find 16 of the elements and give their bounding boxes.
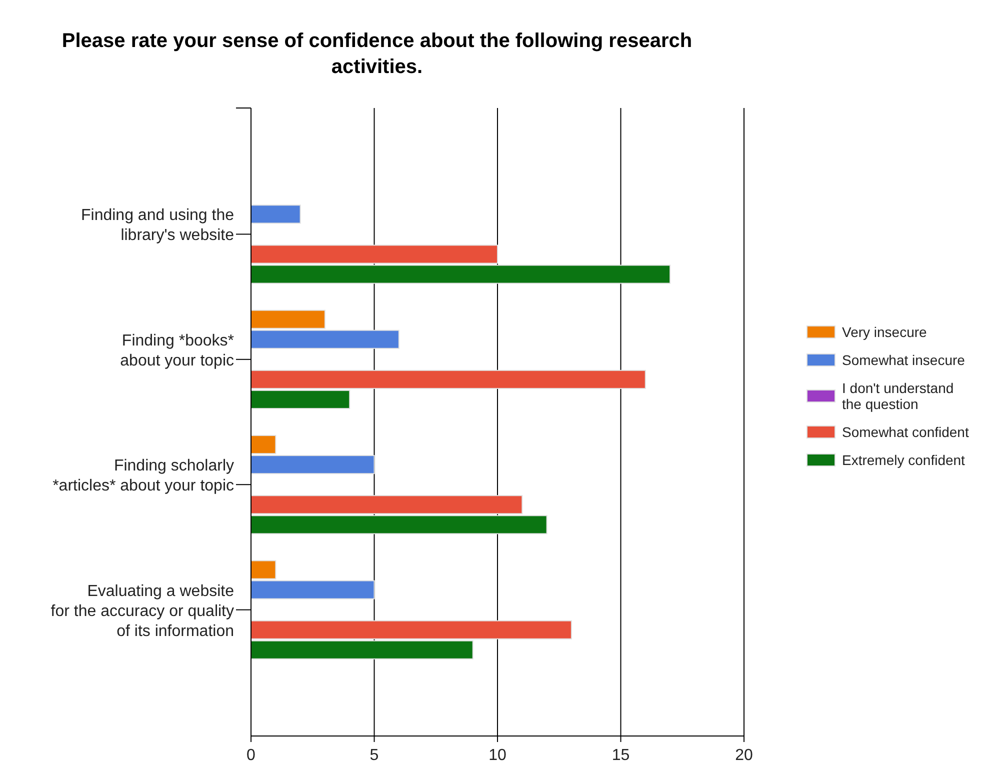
legend-label: Very insecure bbox=[842, 324, 928, 340]
legend-label: I don't understand the question bbox=[842, 380, 954, 412]
x-tick-label: 20 bbox=[735, 747, 753, 764]
y-tick-label: Evaluating a website for the accuracy or quality of its information bbox=[50, 582, 234, 640]
y-tick-label: Finding and using the library's website bbox=[81, 207, 234, 244]
y-tick-label: Finding *books* about your topic bbox=[120, 332, 234, 370]
legend-label: Somewhat insecure bbox=[842, 352, 966, 368]
x-tick-label: 0 bbox=[246, 747, 256, 764]
chart-title: Please rate your sense of confidence about the following research activities. bbox=[62, 30, 692, 78]
bar bbox=[250, 204, 301, 224]
x-tick-label: 5 bbox=[370, 747, 379, 764]
legend-label: Somewhat confident bbox=[842, 424, 969, 440]
x-tick-label: 10 bbox=[488, 747, 506, 764]
legend-label: Extremely confident bbox=[842, 452, 966, 468]
x-tick-label: 15 bbox=[612, 747, 630, 764]
y-tick-label: Finding scholarly *articles* about your topic bbox=[52, 458, 234, 495]
